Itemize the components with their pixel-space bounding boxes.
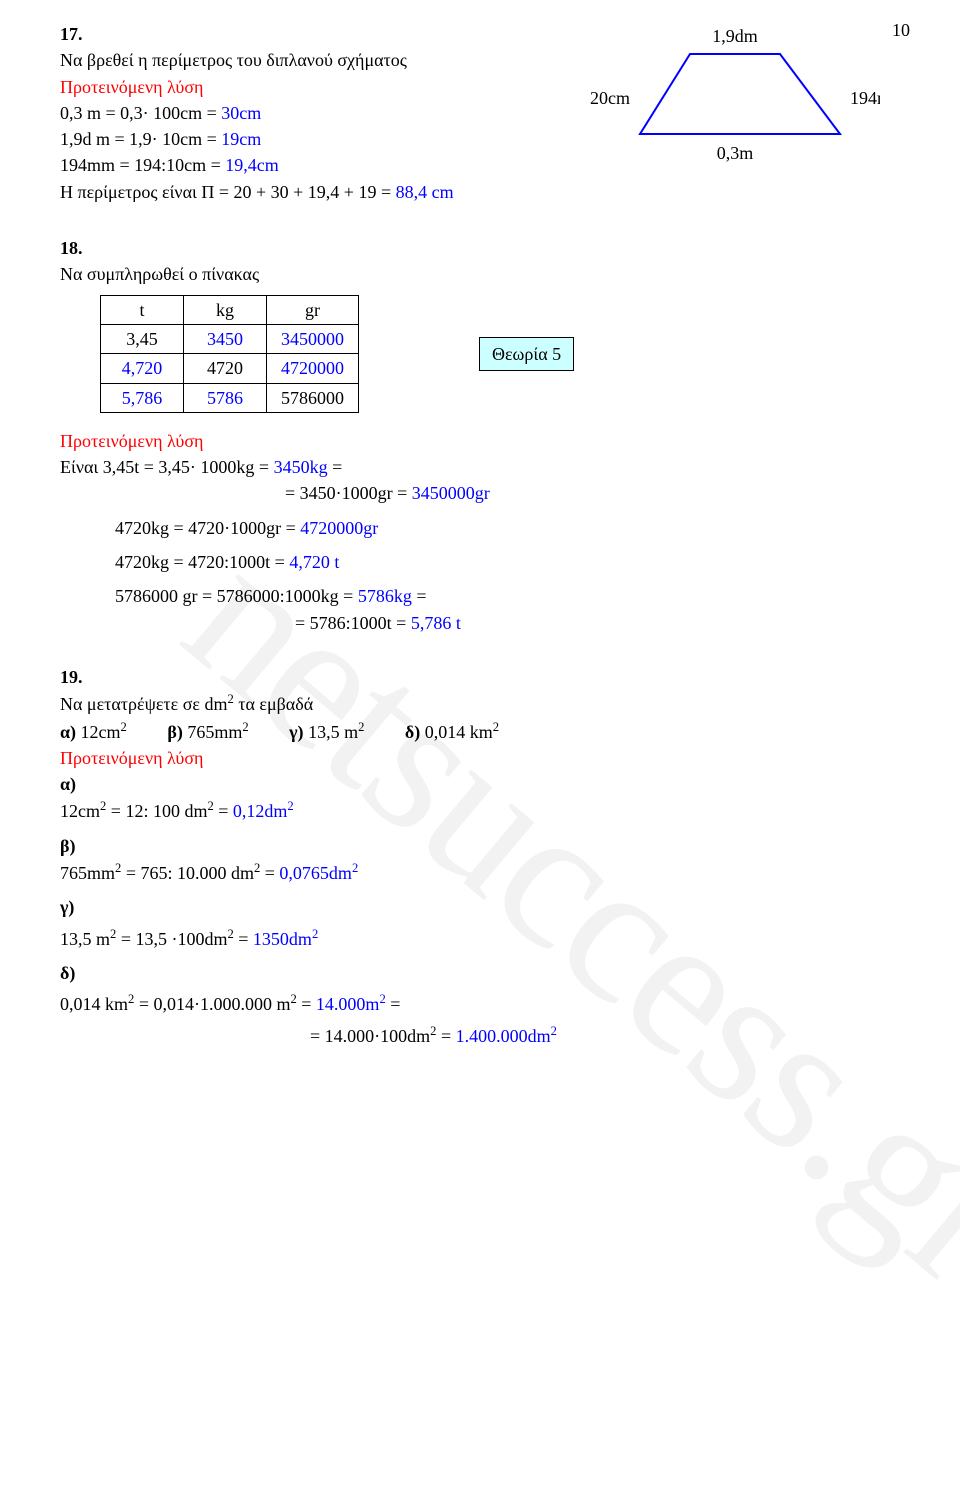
th-gr: gr xyxy=(267,295,359,324)
ex19-options: α) 12cm2 β) 765mm2 γ) 13,5 m2 δ) 0,014 k… xyxy=(60,719,900,744)
ex17-line1: 0,3 m = 0,3· 100cm = 30cm xyxy=(60,101,580,125)
ex17-line2: 1,9d m = 1,9· 10cm = 19cm xyxy=(60,127,580,151)
trapezoid-shape xyxy=(640,54,840,134)
ex17-title: Να βρεθεί η περίμετρος του διπλανού σχήμ… xyxy=(60,48,580,72)
ex18-line6: = 5786:1000t = 5,786 t xyxy=(60,611,900,635)
shape-bottom-label: 0,3m xyxy=(717,143,754,163)
cell-0-1: 3450 xyxy=(184,324,267,353)
ex18-line3: 4720kg = 4720·1000gr = 4720000gr xyxy=(60,516,900,540)
cell-1-1: 4720 xyxy=(184,354,267,383)
shape-left-label: 20cm xyxy=(590,88,630,108)
cell-2-2: 5786000 xyxy=(267,383,359,412)
ex18-line1: Είναι 3,45t = 3,45· 1000kg = 3450kg = xyxy=(60,455,900,479)
ex19-d-label: δ) xyxy=(60,963,75,983)
ex19-d-line1: 0,014 km2 = 0,014·1.000.000 m2 = 14.000m… xyxy=(60,991,900,1016)
ex18-number: 18. xyxy=(60,238,83,258)
proposed-solution-label: Προτεινόμενη λύση xyxy=(60,746,900,770)
ex19-b-label: β) xyxy=(60,836,75,856)
ex17-line3: 194mm = 194:10cm = 19,4cm xyxy=(60,153,580,177)
ex19-c-line: 13,5 m2 = 13,5 ·100dm2 = 1350dm2 xyxy=(60,926,900,951)
cell-2-1: 5786 xyxy=(184,383,267,412)
ex19-number: 19. xyxy=(60,667,83,687)
theory-box: Θεωρία 5 xyxy=(479,337,574,371)
ex17-line4: Η περίμετρος είναι Π = 20 + 30 + 19,4 + … xyxy=(60,180,580,204)
ex18-line2: = 3450·1000gr = 3450000gr xyxy=(60,481,900,505)
ex19-a-line: 12cm2 = 12: 100 dm2 = 0,12dm2 xyxy=(60,798,900,823)
exercise-17: 17. Να βρεθεί η περίμετρος του διπλανού … xyxy=(60,20,900,206)
ex18-line4: 4720kg = 4720:1000t = 4,720 t xyxy=(60,550,900,574)
ex18-line5: 5786000 gr = 5786000:1000kg = 5786kg = xyxy=(60,584,900,608)
exercise-18: 18. Να συμπληρωθεί ο πίνακας t kg gr 3,4… xyxy=(60,236,900,635)
ex19-d-line2: = 14.000·100dm2 = 1.400.000dm2 xyxy=(60,1023,900,1048)
cell-1-0: 4,720 xyxy=(101,354,184,383)
cell-1-2: 4720000 xyxy=(267,354,359,383)
ex19-a-label: α) xyxy=(60,774,76,794)
ex18-title: Να συμπληρωθεί ο πίνακας xyxy=(60,262,900,286)
ex19-title: Να μετατρέψετε σε dm2 τα εμβαδά xyxy=(60,691,900,716)
ex19-c-label: γ) xyxy=(60,897,74,917)
cell-0-2: 3450000 xyxy=(267,324,359,353)
shape-right-label: 194mm xyxy=(850,88,880,108)
trapezoid-figure: 1,9dm 20cm 194mm 0,3m xyxy=(580,20,900,180)
ex19-b-line: 765mm2 = 765: 10.000 dm2 = 0,0765dm2 xyxy=(60,860,900,885)
th-kg: kg xyxy=(184,295,267,324)
cell-0-0: 3,45 xyxy=(101,324,184,353)
th-t: t xyxy=(101,295,184,324)
proposed-solution-label: Προτεινόμενη λύση xyxy=(60,75,580,99)
shape-top-label: 1,9dm xyxy=(712,26,758,46)
ex18-table: t kg gr 3,45 3450 3450000 4,720 4720 472… xyxy=(100,295,359,413)
cell-2-0: 5,786 xyxy=(101,383,184,412)
proposed-solution-label: Προτεινόμενη λύση xyxy=(60,429,900,453)
ex17-number: 17. xyxy=(60,24,83,44)
exercise-19: 19. Να μετατρέψετε σε dm2 τα εμβαδά α) 1… xyxy=(60,665,900,1048)
